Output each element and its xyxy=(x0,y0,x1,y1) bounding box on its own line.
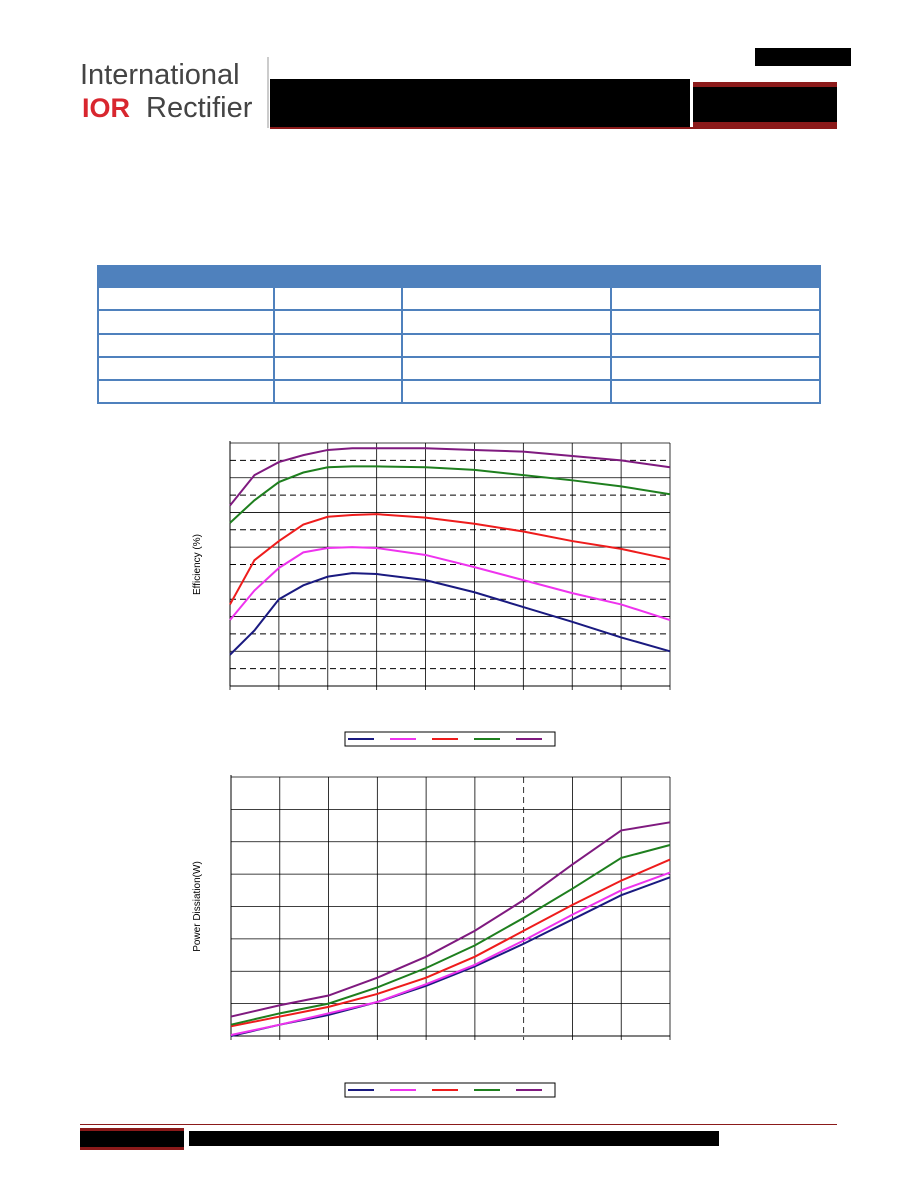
header-box xyxy=(693,82,837,128)
header-accent xyxy=(693,82,837,87)
footer-accent xyxy=(80,1147,184,1150)
logo-line2: Rectifier xyxy=(146,92,253,124)
footer-rule xyxy=(80,1124,837,1125)
series-line xyxy=(230,821,671,1018)
header-tag xyxy=(755,48,851,66)
series-line xyxy=(230,844,671,1026)
y-axis-label: Efficiency (%) xyxy=(192,534,203,595)
series-line xyxy=(229,447,671,507)
header-rule xyxy=(270,127,837,129)
footer-box xyxy=(80,1128,184,1150)
table-header xyxy=(98,266,820,288)
logo-mark: IOR xyxy=(82,93,130,123)
series-line xyxy=(229,465,671,524)
table xyxy=(97,265,821,404)
series-line xyxy=(230,871,671,1037)
series-line xyxy=(229,513,671,605)
header-bar xyxy=(270,79,690,127)
footer-bar xyxy=(189,1131,719,1146)
y-axis-label: Power Dissiation(W) xyxy=(192,861,203,952)
series-line xyxy=(229,546,671,621)
series-line xyxy=(229,572,671,656)
header-accent xyxy=(693,122,837,128)
footer-accent xyxy=(80,1128,184,1131)
logo-line1: International xyxy=(80,59,240,91)
series-line xyxy=(230,858,671,1028)
